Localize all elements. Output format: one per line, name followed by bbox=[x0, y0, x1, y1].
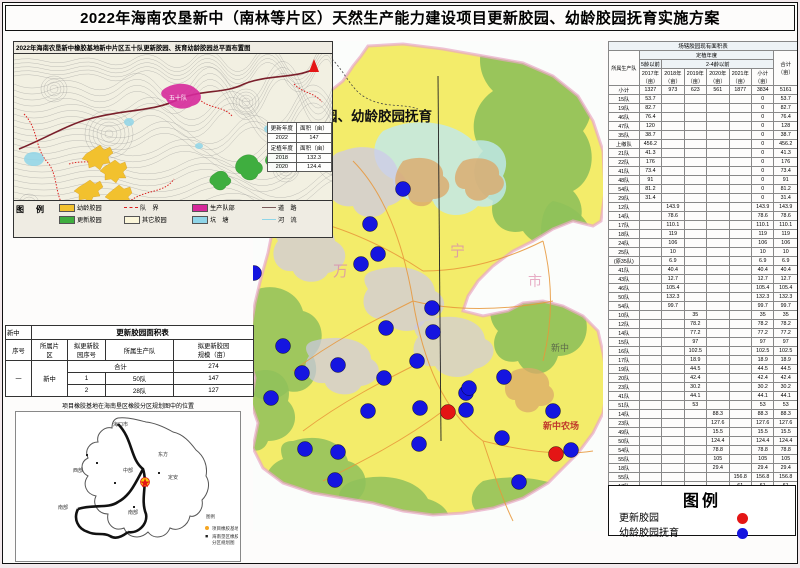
svg-text:南部: 南部 bbox=[58, 504, 68, 511]
svg-text:市: 市 bbox=[528, 273, 542, 289]
svg-text:定安: 定安 bbox=[168, 474, 178, 481]
svg-text:图例: 图例 bbox=[206, 513, 215, 520]
svg-text:分区规划图: 分区规划图 bbox=[212, 539, 235, 546]
svg-text:中部: 中部 bbox=[123, 467, 133, 474]
svg-text:五十队: 五十队 bbox=[169, 94, 187, 102]
svg-text:新中农场: 新中农场 bbox=[543, 420, 579, 431]
svg-text:项目橡胶基地: 项目橡胶基地 bbox=[212, 525, 238, 532]
svg-text:东方: 东方 bbox=[158, 451, 168, 458]
svg-text:西部: 西部 bbox=[73, 467, 83, 474]
svg-text:宁: 宁 bbox=[450, 243, 465, 260]
svg-text:海南垦区橡胶: 海南垦区橡胶 bbox=[212, 533, 238, 540]
svg-text:南部: 南部 bbox=[128, 509, 138, 516]
svg-text:海口市: 海口市 bbox=[113, 421, 128, 428]
svg-text:万: 万 bbox=[333, 263, 348, 280]
svg-text:新中: 新中 bbox=[551, 342, 569, 353]
